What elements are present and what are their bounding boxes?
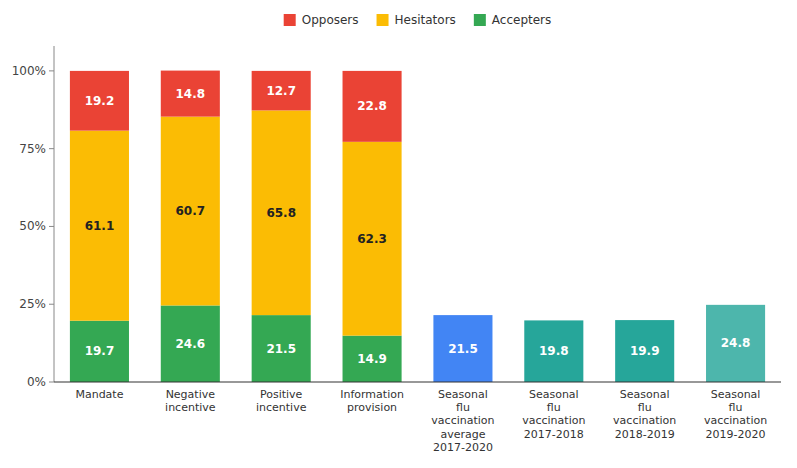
legend-label: Accepters: [492, 13, 551, 27]
y-tick: [49, 382, 54, 383]
y-tick-label: 25%: [19, 297, 46, 311]
legend: Opposers Hesitators Accepters: [284, 13, 552, 27]
legend-item: Opposers: [284, 13, 359, 27]
data-label: 14.8: [176, 87, 206, 101]
y-tick-label: 50%: [19, 219, 46, 233]
y-tick-label: 75%: [19, 142, 46, 156]
data-label: 60.7: [176, 204, 206, 218]
bar: [252, 71, 311, 111]
bar: [343, 142, 402, 336]
bar: [252, 110, 311, 315]
bar: [343, 336, 402, 382]
chart-svg: 19.7 24.6 21.5 14.9 61.1 60.7 65.8 62.3 19.2 14.8…: [0, 0, 797, 468]
y-tick: [49, 226, 54, 227]
y-tick: [49, 70, 54, 71]
data-label: 19.8: [539, 344, 569, 358]
legend-item: Accepters: [474, 13, 551, 27]
bar: [706, 305, 765, 382]
bar: [70, 71, 129, 131]
data-label: 14.9: [357, 352, 387, 366]
chart-container: 19.7 24.6 21.5 14.9 61.1 60.7 65.8 62.3 19.2 14.8…: [0, 0, 797, 468]
y-tick: [49, 304, 54, 305]
data-labels: 19.7 24.6 21.5 14.9 61.1 60.7 65.8 62.3 19.2 14.8…: [85, 84, 751, 366]
bar: [161, 71, 220, 117]
y-axis-line: [54, 46, 55, 382]
data-label: 19.2: [85, 94, 115, 108]
bar: [524, 320, 583, 382]
data-label: 19.9: [630, 344, 660, 358]
bar: [615, 320, 674, 382]
y-tick-label: 100%: [12, 64, 46, 78]
data-label: 24.8: [721, 336, 751, 350]
data-label: 21.5: [266, 342, 296, 356]
bar: [70, 321, 129, 382]
data-label: 12.7: [266, 84, 296, 98]
data-label: 24.6: [176, 337, 206, 351]
bars: [70, 71, 765, 382]
x-tick-label: Informationprovision: [340, 388, 404, 414]
data-label: 62.3: [357, 232, 387, 246]
data-label: 21.5: [448, 342, 478, 356]
legend-swatch: [377, 14, 389, 26]
x-tick-label: Seasonalfluvaccination2017-2018: [522, 388, 585, 441]
x-tick-label: Seasonalfluvaccination2018-2019: [613, 388, 676, 441]
bar: [161, 117, 220, 306]
data-label: 19.7: [85, 344, 115, 358]
x-tick-label: Seasonalfluvaccinationaverage2017-2020: [431, 388, 494, 454]
legend-label: Opposers: [302, 13, 359, 27]
legend-label: Hesitators: [395, 13, 456, 27]
y-tick-label: 0%: [27, 375, 46, 389]
legend-item: Hesitators: [377, 13, 456, 27]
x-tick-label: Mandate: [75, 388, 123, 401]
data-label: 61.1: [85, 219, 115, 233]
bar: [161, 305, 220, 382]
bar: [70, 131, 129, 321]
bar: [343, 71, 402, 142]
data-label: 22.8: [357, 99, 387, 113]
x-tick-label: Positiveincentive: [256, 388, 307, 414]
data-label: 65.8: [266, 206, 296, 220]
x-axis-line: [54, 381, 781, 382]
x-tick-label: Seasonalfluvaccination2019-2020: [704, 388, 767, 441]
bar: [252, 315, 311, 382]
y-tick: [49, 148, 54, 149]
legend-swatch: [474, 14, 486, 26]
legend-swatch: [284, 14, 296, 26]
bar: [433, 315, 492, 382]
x-tick-label: Negativeincentive: [165, 388, 216, 414]
